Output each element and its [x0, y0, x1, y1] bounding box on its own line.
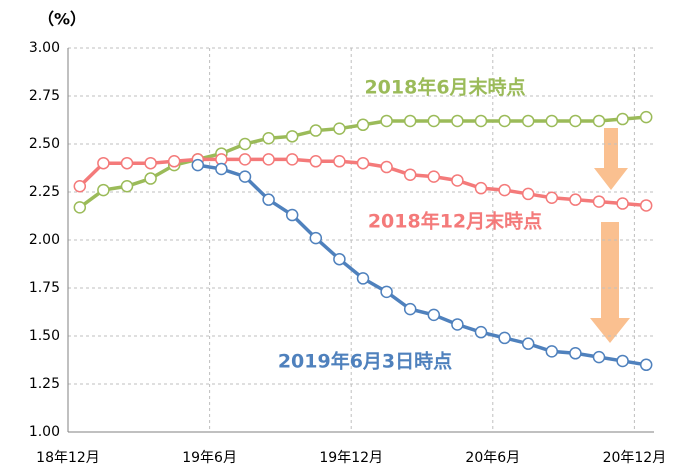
x-tick-label: 18年12月	[36, 450, 100, 466]
y-tick-label: 1.50	[29, 328, 60, 344]
y-tick-label: 1.00	[29, 424, 60, 440]
series-label: 2018年12月末時点	[368, 210, 542, 233]
data-point	[238, 153, 252, 166]
data-point	[120, 156, 134, 170]
data-point	[498, 183, 511, 197]
data-point	[427, 170, 441, 183]
data-point	[498, 114, 511, 128]
data-point	[403, 302, 417, 316]
x-tick-label: 19年12月	[319, 450, 383, 466]
y-tick-label: 2.50	[29, 136, 60, 152]
data-point	[262, 153, 275, 166]
data-point	[380, 285, 393, 299]
data-point	[592, 195, 606, 208]
data-point	[545, 345, 559, 358]
data-point	[167, 155, 181, 168]
data-point	[73, 179, 87, 193]
data-point	[474, 181, 488, 195]
data-point	[545, 114, 559, 128]
data-point	[262, 131, 275, 145]
data-point	[356, 118, 370, 132]
data-point	[333, 122, 346, 135]
data-point	[97, 183, 110, 197]
series-label: 2019年6月3日時点	[278, 350, 452, 373]
data-point	[285, 130, 299, 143]
data-point	[616, 112, 629, 126]
data-point	[356, 272, 370, 285]
data-point	[191, 158, 205, 172]
data-point	[285, 153, 299, 166]
data-point	[309, 124, 323, 137]
data-point	[474, 325, 488, 339]
data-point	[333, 155, 346, 168]
data-point	[427, 308, 441, 322]
data-point	[521, 114, 535, 128]
data-point	[474, 114, 488, 128]
data-point	[356, 156, 370, 170]
y-tick-label: 2.25	[29, 184, 60, 200]
data-point	[285, 208, 299, 222]
data-point	[333, 252, 346, 266]
data-point	[616, 197, 629, 210]
data-point	[639, 199, 653, 212]
y-tick-label: 2.75	[29, 88, 60, 104]
arrow	[594, 128, 628, 190]
y-tick-label: 3.00	[29, 40, 60, 56]
data-point	[545, 191, 559, 205]
data-point	[309, 155, 323, 168]
data-point	[451, 174, 464, 187]
y-axis-label: （%）	[38, 10, 86, 29]
data-point	[498, 331, 511, 345]
data-point	[569, 193, 582, 206]
data-point	[639, 358, 653, 372]
data-point	[309, 231, 323, 245]
data-point	[521, 187, 535, 201]
data-point	[451, 318, 464, 331]
data-point	[521, 337, 535, 350]
data-point	[403, 168, 417, 181]
x-tick-label: 20年12月	[603, 450, 667, 466]
data-point	[97, 156, 110, 170]
x-tick-label: 19年6月	[182, 450, 237, 466]
data-point	[262, 193, 275, 206]
x-tick-label: 20年6月	[465, 450, 520, 466]
series-label: 2018年6月末時点	[364, 76, 525, 99]
data-point	[73, 201, 87, 214]
arrows	[590, 128, 630, 343]
data-point	[144, 172, 157, 185]
data-point	[238, 170, 252, 183]
data-point	[238, 137, 252, 151]
data-point	[380, 160, 393, 174]
data-point	[569, 114, 582, 128]
data-point	[451, 114, 464, 128]
arrow	[590, 222, 630, 343]
data-point	[403, 114, 417, 128]
data-point	[427, 114, 441, 128]
data-point	[569, 347, 582, 360]
y-tick-label: 1.25	[29, 376, 60, 392]
data-point	[592, 114, 606, 128]
y-tick-label: 2.00	[29, 232, 60, 248]
data-point	[616, 354, 629, 368]
data-point	[639, 110, 653, 124]
data-point	[592, 350, 606, 364]
data-point	[215, 162, 228, 176]
data-point	[144, 156, 157, 170]
data-point	[380, 114, 393, 128]
data-point	[120, 179, 134, 193]
y-tick-label: 1.75	[29, 280, 60, 296]
